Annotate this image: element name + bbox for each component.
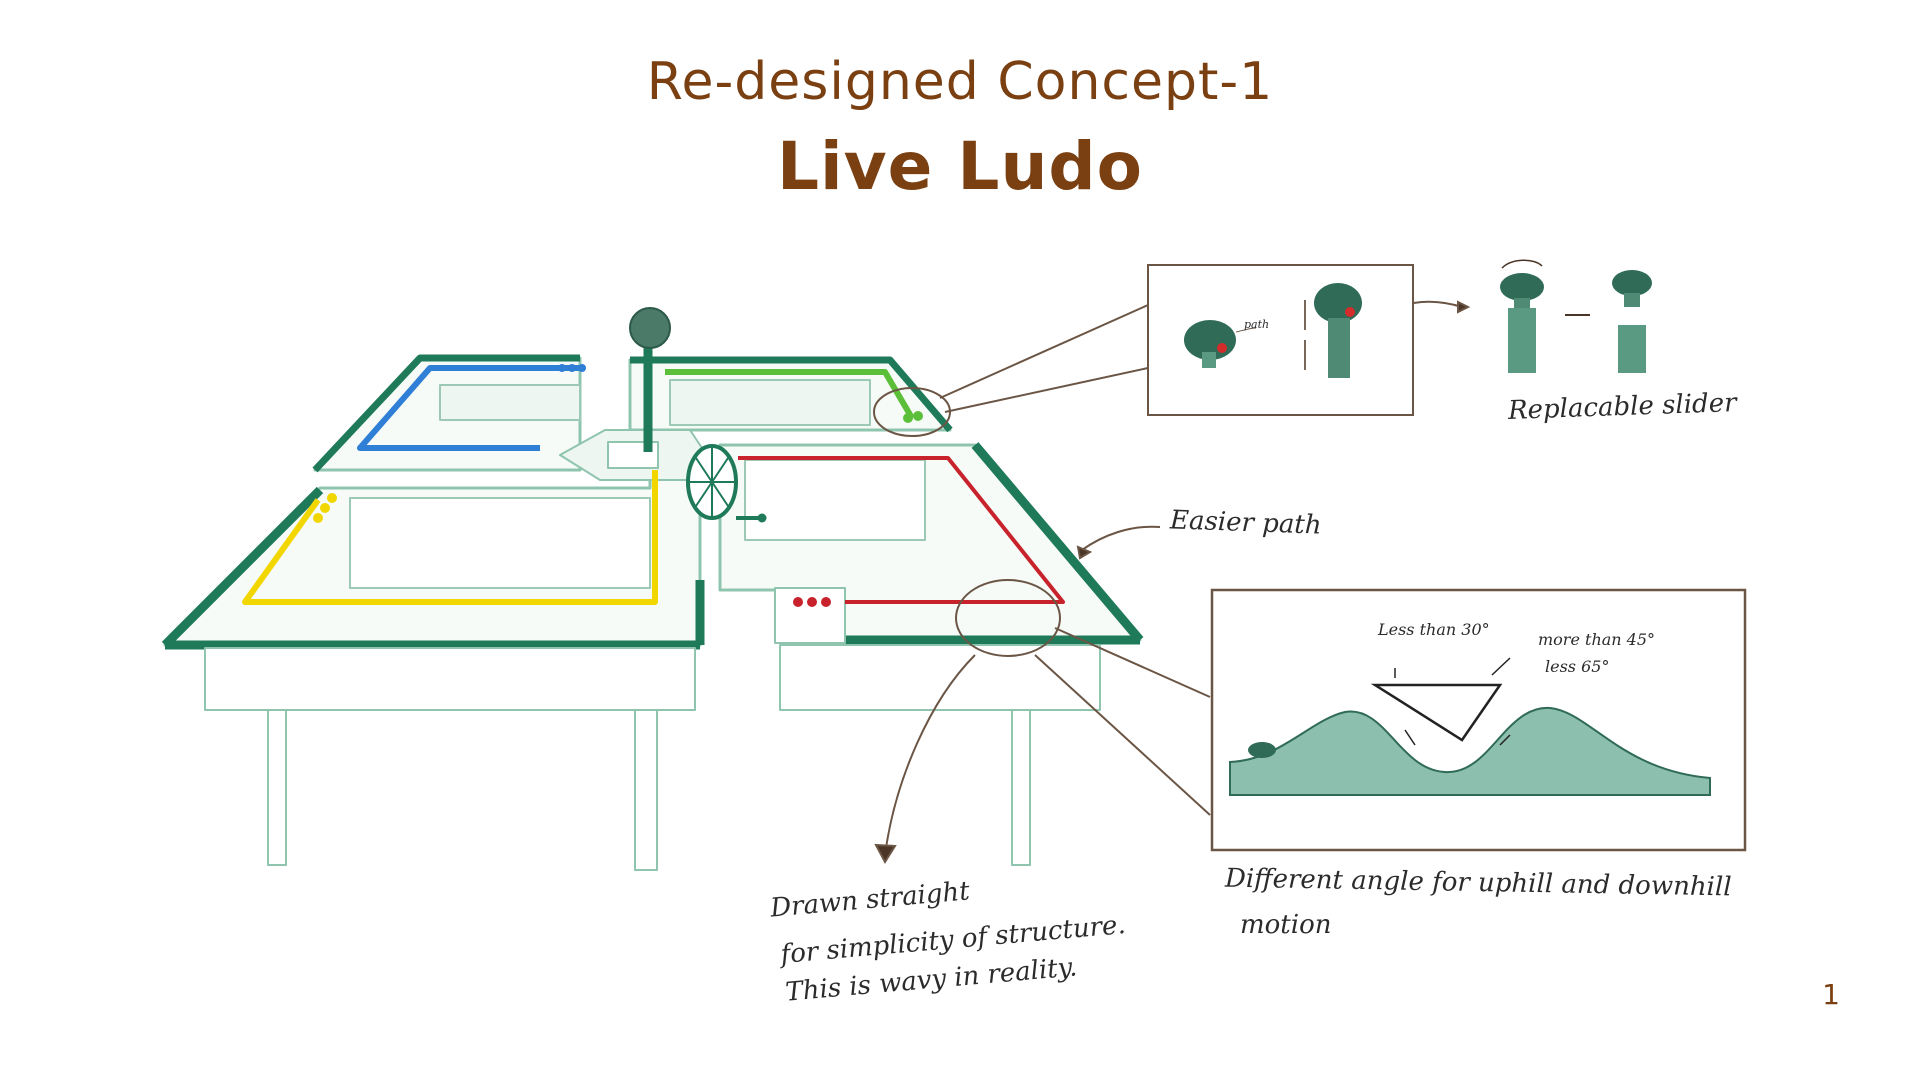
easier-path-note: Easier path [1169,505,1323,541]
slide-title: Live Ludo [776,128,1144,205]
drawn-straight-arrow [884,654,976,856]
joystick-knob [629,307,671,349]
yellow-track [242,470,658,605]
less-65-label: less 65° [1545,657,1610,676]
slider-detail-box [1147,264,1414,416]
angle-triangle [1370,683,1503,742]
slide-subtitle: Re-designed Concept-1 [646,52,1274,112]
easier-path-arrow [1081,525,1161,551]
tracks [242,364,1065,607]
blue-track [357,365,585,451]
less-than-30-label: Less than 30° [1378,620,1490,639]
wavy-track [1229,706,1711,796]
slider-callout-circle [873,387,951,437]
wavy-callout-circle [955,579,1061,657]
wavy-path-detail-box [1210,588,1747,852]
ludo-table [161,307,1144,871]
replacable-slider-icons [1500,259,1652,373]
green-track [665,369,915,420]
angle-note-line2: motion [1240,910,1332,940]
page-number: 1 [1822,978,1840,1011]
red-track [738,456,1065,604]
path-label: path [1244,318,1270,331]
more-than-45-label: more than 45° [1538,630,1656,649]
